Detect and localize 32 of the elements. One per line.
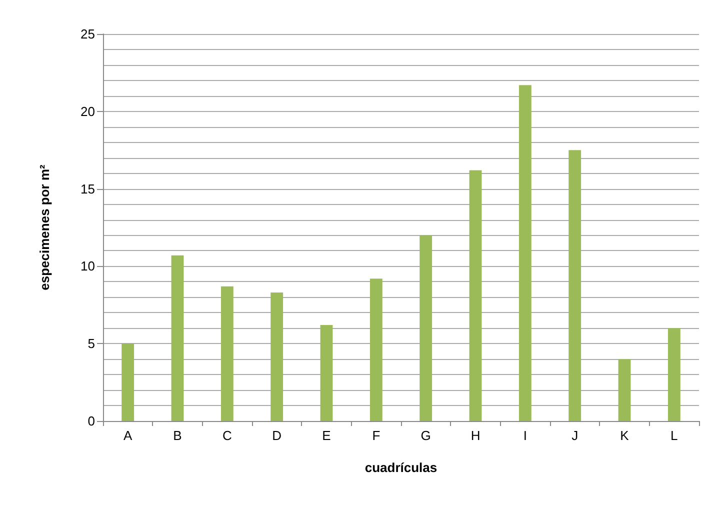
x-tick-label: A: [123, 428, 132, 443]
y-tick-label: 5: [88, 336, 95, 352]
x-tick-label: B: [173, 428, 182, 443]
bar: [370, 278, 382, 421]
x-tick-label: I: [523, 428, 527, 443]
x-tick-label: D: [272, 428, 282, 443]
y-tick-label: 25: [80, 26, 95, 42]
y-tick-label: 20: [80, 104, 95, 119]
x-tick-label: J: [572, 428, 578, 443]
x-axis-title: cuadrículas: [364, 460, 438, 475]
x-tick-label: E: [322, 428, 332, 443]
x-tick-label: H: [470, 428, 480, 443]
x-tick-label: L: [670, 428, 678, 443]
bar: [420, 235, 432, 421]
bar: [668, 328, 680, 421]
y-tick-label: 10: [80, 258, 95, 274]
bar: [171, 255, 184, 421]
x-tick-label: F: [372, 428, 380, 443]
x-tick-label: G: [420, 428, 431, 443]
bar: [469, 170, 482, 421]
bar: [270, 292, 284, 421]
bar: [122, 344, 134, 421]
y-axis-title: especimenes por m²: [37, 164, 52, 290]
x-tick-label: C: [222, 428, 232, 443]
y-tick-label: 0: [88, 414, 95, 428]
y-tick-label: 15: [80, 181, 95, 196]
bar: [618, 359, 631, 421]
bar: [320, 325, 333, 421]
bar: [220, 286, 234, 421]
bar: [518, 85, 532, 421]
bar: [568, 150, 582, 421]
x-tick-label: K: [620, 428, 630, 443]
